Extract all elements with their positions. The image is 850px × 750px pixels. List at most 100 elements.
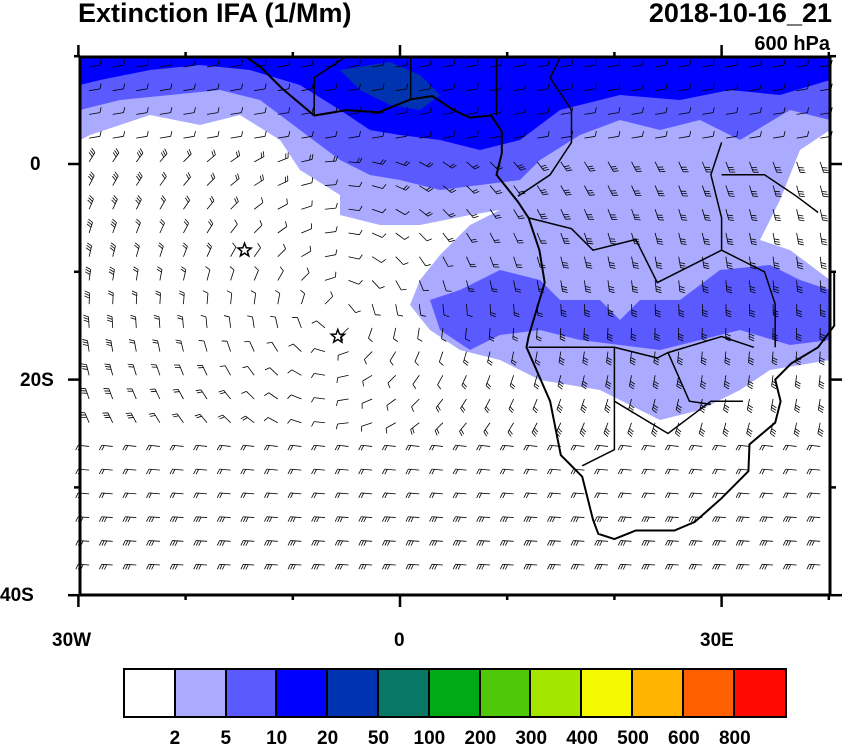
wind-barb [513, 256, 523, 268]
wind-barb [513, 304, 520, 318]
wind-barb [735, 563, 750, 570]
wind-barb [513, 107, 527, 115]
wind-barb [264, 516, 278, 523]
wind-barb [182, 242, 188, 257]
wind-barb [560, 83, 574, 92]
wind-barb [324, 179, 338, 186]
wind-barb [508, 398, 514, 414]
wind-barb [83, 314, 90, 328]
wind-barb [819, 304, 826, 318]
wind-barb [702, 83, 715, 92]
wind-barb [287, 369, 302, 376]
colorbar-label: 300 [515, 728, 548, 749]
wind-barb [110, 218, 117, 234]
wind-barb [206, 107, 220, 115]
wind-barb [266, 341, 279, 352]
wind-barb [485, 375, 492, 390]
wind-barb [395, 304, 404, 317]
wind-barb [218, 390, 231, 400]
wind-barb [819, 351, 825, 366]
wind-barb [534, 351, 541, 366]
wind-barb [348, 181, 363, 188]
wind-barb [464, 327, 471, 342]
wind-barb [512, 327, 519, 342]
wind-barb [135, 195, 142, 210]
wind-barb [362, 374, 373, 387]
wind-barb [796, 107, 810, 115]
wind-barb [277, 243, 286, 257]
wind-barb [806, 563, 821, 570]
wind-barb [169, 492, 184, 499]
wind-barb [796, 130, 810, 139]
wind-barb [288, 343, 302, 352]
wind-barb [405, 444, 420, 451]
wind-barb [287, 468, 302, 475]
wind-barb [146, 468, 160, 475]
wind-barb [513, 130, 527, 139]
wind-barb [442, 256, 454, 267]
wind-barb [361, 398, 373, 409]
wind-barb [219, 365, 231, 376]
wind-barb [206, 172, 216, 186]
wind-barb [466, 304, 473, 318]
wind-barb [702, 107, 715, 115]
wind-barb [712, 516, 726, 523]
wind-barb [594, 516, 608, 523]
wind-barb [735, 492, 750, 499]
wind-barb [782, 563, 797, 570]
wind-barb [405, 516, 420, 523]
wind-barb [513, 209, 525, 220]
wind-barb [75, 563, 90, 570]
wind-barb [200, 315, 208, 328]
wind-barb [513, 280, 522, 293]
wind-barb [466, 280, 475, 293]
wind-barb [387, 375, 396, 389]
wind-barb [466, 256, 477, 268]
wind-barb [109, 242, 116, 257]
wind-barb [507, 422, 514, 437]
wind-barb [240, 492, 255, 499]
wind-barb [381, 444, 396, 451]
wind-barb [759, 563, 774, 570]
wind-barb [795, 327, 802, 342]
wind-barb [419, 83, 432, 92]
wind-barb [98, 492, 113, 499]
wind-barb [655, 130, 668, 139]
wind-barb [570, 492, 585, 499]
wind-barb [688, 444, 703, 451]
wind-barb [556, 398, 563, 414]
wind-barb [489, 107, 503, 115]
wind-barb [735, 540, 750, 546]
wind-barb [547, 492, 561, 499]
wind-barb [484, 398, 491, 414]
wind-barb [429, 516, 443, 523]
wind-barb [358, 540, 373, 546]
wind-barb [796, 83, 810, 92]
wind-barb [537, 130, 550, 139]
wind-barb [395, 130, 409, 139]
wind-barb [536, 161, 550, 172]
wind-barb [654, 185, 665, 197]
wind-barb [466, 107, 479, 115]
wind-barb [631, 59, 644, 68]
colorbar-box [175, 670, 227, 716]
wind-barb [277, 130, 291, 139]
wind-barb [287, 444, 302, 451]
wind-barb [725, 161, 736, 173]
wind-barb [310, 348, 326, 353]
lon-label-30w: 30W [52, 630, 92, 651]
wind-barb [452, 444, 467, 451]
wind-barb [240, 516, 255, 523]
wind-barb [628, 375, 636, 390]
wind-barb [301, 267, 310, 281]
colorbar-box [277, 670, 329, 716]
wind-barb [604, 398, 611, 414]
wind-barb [749, 130, 762, 139]
wind-barb [806, 444, 821, 451]
wind-barb [405, 492, 420, 499]
wind-barb [195, 389, 208, 400]
wind-barb [607, 327, 613, 342]
wind-barb [348, 205, 363, 212]
wind-barb [216, 540, 231, 546]
wind-barb [89, 83, 102, 92]
